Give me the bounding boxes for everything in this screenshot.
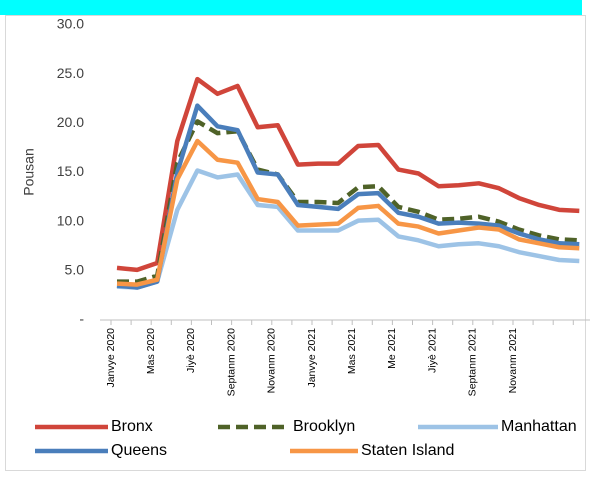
legend-label: Manhattan (501, 418, 577, 435)
legend-label: Brooklyn (293, 418, 355, 435)
x-tick-label: Jiyè 2020 (185, 328, 197, 373)
legend-label: Staten Island (361, 442, 454, 459)
legend-label: Queens (111, 442, 167, 459)
x-tick-label: Mas 2020 (145, 328, 157, 374)
legend-label: Bronx (111, 418, 153, 435)
y-axis-label: Pousan (21, 148, 37, 195)
x-tick-label: Novanm 2021 (507, 328, 519, 394)
chart-border (5, 15, 586, 471)
series-line (116, 103, 580, 290)
x-tick-label: Septanm 2020 (225, 328, 237, 396)
x-tick-label: Septanm 2021 (467, 328, 479, 396)
y-tick-label: 25.0 (57, 65, 84, 81)
y-tick-label: 5.0 (65, 262, 85, 278)
y-tick-label: - (79, 311, 84, 327)
y-tick-label: 15.0 (57, 163, 84, 179)
y-tick-label: 30.0 (57, 16, 84, 32)
series-line (116, 168, 580, 290)
series-line (116, 138, 580, 287)
x-tick-label: Janvye 2021 (306, 328, 318, 388)
series-line (117, 119, 580, 284)
x-tick-label: Janvye 2020 (105, 328, 117, 388)
y-tick-label: 10.0 (57, 212, 84, 228)
title-banner (0, 0, 582, 15)
series-line (116, 76, 580, 273)
x-tick-label: Jiyè 2021 (426, 328, 438, 373)
x-tick-label: Me 2021 (386, 328, 398, 369)
y-tick-label: 20.0 (57, 114, 84, 130)
x-tick-label: Mas 2021 (346, 328, 358, 374)
x-tick-label: Novanm 2020 (266, 328, 278, 394)
